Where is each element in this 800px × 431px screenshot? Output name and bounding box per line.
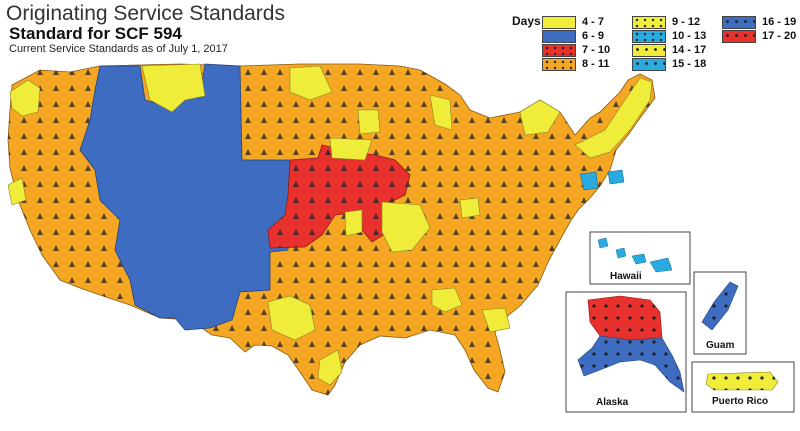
legend-label: 8 - 11 [582, 58, 610, 70]
legend-label: 6 - 9 [582, 30, 605, 42]
legend-label: 17 - 20 [762, 30, 797, 42]
legend-swatch [542, 16, 576, 29]
legend-label: 10 - 13 [672, 30, 707, 42]
legend-swatch [542, 30, 576, 43]
puerto-rico-label: Puerto Rico [712, 396, 768, 407]
legend-swatch [632, 44, 666, 57]
legend-label: 9 - 12 [672, 16, 701, 28]
legend-label: 16 - 19 [762, 16, 797, 28]
legend-swatch [632, 16, 666, 29]
legend-swatch [722, 30, 756, 43]
legend-label: 4 - 7 [582, 16, 605, 28]
puerto-rico-inset: Puerto Rico [691, 361, 795, 413]
map-subtitle: Standard for SCF 594 [9, 24, 182, 43]
guam-label: Guam [706, 340, 734, 351]
alaska-inset: Alaska [565, 291, 687, 413]
legend-label: 15 - 18 [672, 58, 707, 70]
region-10-13 [579, 169, 625, 191]
alaska-label: Alaska [596, 397, 629, 408]
legend-heading: Days [512, 14, 541, 28]
legend: Days 4 - 7 6 - 9 7 - 10 8 - 11 9 - 12 10 - 13… [512, 8, 797, 71]
region-4-7 [7, 63, 653, 386]
legend-swatch [722, 16, 756, 29]
guam-inset: Guam [693, 271, 747, 355]
legend-swatch [632, 58, 666, 71]
map-title: Originating Service Standards [6, 2, 285, 25]
hawaii-inset: Hawaii [589, 231, 691, 285]
legend-swatch [542, 44, 576, 57]
legend-label: 7 - 10 [582, 44, 611, 56]
hawaii-label: Hawaii [610, 271, 642, 282]
legend-swatch [542, 58, 576, 71]
legend-label: 14 - 17 [672, 44, 707, 56]
legend-swatch [632, 30, 666, 43]
map-caption: Current Service Standards as of July 1, … [9, 43, 228, 55]
